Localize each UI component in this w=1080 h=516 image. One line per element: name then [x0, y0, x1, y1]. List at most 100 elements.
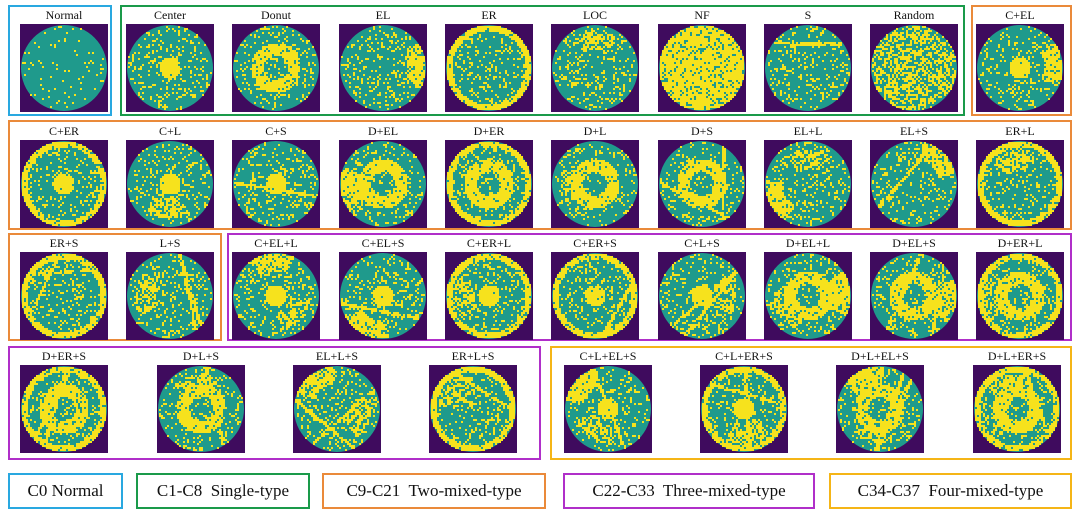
wafer-map-image	[339, 24, 427, 112]
wafer-cell: C+L+EL+S	[562, 349, 654, 453]
wafer-label: Random	[868, 8, 960, 24]
wafer-map-image	[976, 140, 1064, 228]
wafer-map-image	[870, 24, 958, 112]
wafer-map-image	[658, 24, 746, 112]
wafer-map-image	[836, 365, 924, 453]
wafer-label: Normal	[18, 8, 110, 24]
wafer-label: Donut	[230, 8, 322, 24]
legend-c0: C0 Normal	[8, 473, 123, 509]
wafer-map-image	[20, 140, 108, 228]
wafer-cell: C+ER+L	[443, 236, 535, 340]
wafer-cell: ER+L	[974, 124, 1066, 228]
wafer-map-image	[870, 252, 958, 340]
wafer-cell: C+ER+S	[549, 236, 641, 340]
group-frame-c0	[8, 5, 112, 116]
wafer-cell: Random	[868, 8, 960, 112]
wafer-cell: C+L+S	[656, 236, 748, 340]
legend-c34: C34-C37 Four-mixed-type	[829, 473, 1072, 509]
wafer-map-image	[551, 140, 639, 228]
wafer-label: ER+L	[974, 124, 1066, 140]
group-frame-c34	[550, 346, 1072, 460]
wafer-map-image	[445, 252, 533, 340]
wafer-cell: EL+L	[762, 124, 854, 228]
wafer-label: C+ER	[18, 124, 110, 140]
wafer-map-image	[764, 24, 852, 112]
wafer-label: C+L+ER+S	[698, 349, 790, 365]
group-frame-c22	[8, 346, 541, 460]
wafer-cell: C+L+ER+S	[698, 349, 790, 453]
wafer-cell: EL	[337, 8, 429, 112]
wafer-cell: D+EL	[337, 124, 429, 228]
wafer-cell: EL+S	[868, 124, 960, 228]
wafer-map-image	[20, 365, 108, 453]
wafer-label: D+ER	[443, 124, 535, 140]
wafer-cell: D+L+EL+S	[834, 349, 926, 453]
wafer-map-image	[339, 140, 427, 228]
wafer-label: D+L+S	[155, 349, 247, 365]
wafer-cell: ER+L+S	[427, 349, 519, 453]
wafer-map-image	[551, 252, 639, 340]
wafer-label: ER+S	[18, 236, 110, 252]
group-frame-c9	[971, 5, 1072, 116]
wafer-map-image	[976, 252, 1064, 340]
wafer-map-image	[564, 365, 652, 453]
wafer-cell: C+EL+L	[230, 236, 322, 340]
wafer-label: S	[762, 8, 854, 24]
wafer-map-image	[293, 365, 381, 453]
wafer-map-image	[764, 140, 852, 228]
wafer-label: EL+S	[868, 124, 960, 140]
wafer-cell: D+L+S	[155, 349, 247, 453]
wafer-cell: C+L	[124, 124, 216, 228]
wafer-label: D+L+ER+S	[971, 349, 1063, 365]
wafer-map-image	[658, 252, 746, 340]
wafer-cell: D+EL+L	[762, 236, 854, 340]
wafer-map-image	[157, 365, 245, 453]
wafer-label: NF	[656, 8, 748, 24]
wafer-map-image	[445, 140, 533, 228]
wafer-label: L+S	[124, 236, 216, 252]
group-frame-c1	[120, 5, 965, 116]
wafer-map-image	[232, 24, 320, 112]
wafer-label: ER	[443, 8, 535, 24]
wafer-map-image	[658, 140, 746, 228]
wafer-map-image	[870, 140, 958, 228]
wafer-label: D+EL+L	[762, 236, 854, 252]
wafer-cell: D+S	[656, 124, 748, 228]
wafer-cell: ER	[443, 8, 535, 112]
wafer-cell: C+EL+S	[337, 236, 429, 340]
wafer-label: D+ER+L	[974, 236, 1066, 252]
wafer-cell: S	[762, 8, 854, 112]
wafer-label: D+ER+S	[18, 349, 110, 365]
wafer-map-image	[20, 24, 108, 112]
wafer-label: EL	[337, 8, 429, 24]
wafer-map-image	[551, 24, 639, 112]
wafer-label: C+ER+S	[549, 236, 641, 252]
wafer-cell: Center	[124, 8, 216, 112]
wafer-map-image	[232, 252, 320, 340]
wafer-cell: D+L	[549, 124, 641, 228]
wafer-label: D+EL+S	[868, 236, 960, 252]
wafer-label: C+L	[124, 124, 216, 140]
wafer-cell: D+EL+S	[868, 236, 960, 340]
wafer-cell: D+ER+S	[18, 349, 110, 453]
wafer-map-image	[700, 365, 788, 453]
wafer-cell: L+S	[124, 236, 216, 340]
wafer-label: D+EL	[337, 124, 429, 140]
wafer-cell: D+ER+L	[974, 236, 1066, 340]
wafer-map-image	[126, 252, 214, 340]
wafer-label: C+EL+L	[230, 236, 322, 252]
legend-c9: C9-C21 Two-mixed-type	[322, 473, 546, 509]
wafer-map-image	[339, 252, 427, 340]
wafer-map-image	[973, 365, 1061, 453]
wafer-label: EL+L+S	[291, 349, 383, 365]
wafer-map-image	[232, 140, 320, 228]
wafer-label: D+L	[549, 124, 641, 140]
wafer-label: C+S	[230, 124, 322, 140]
wafer-label: C+EL+S	[337, 236, 429, 252]
wafer-cell: C+ER	[18, 124, 110, 228]
wafer-label: C+L+EL+S	[562, 349, 654, 365]
group-frame-c9	[8, 120, 1072, 230]
group-frame-c9	[8, 233, 222, 341]
wafer-cell: C+S	[230, 124, 322, 228]
wafer-map-image	[976, 24, 1064, 112]
